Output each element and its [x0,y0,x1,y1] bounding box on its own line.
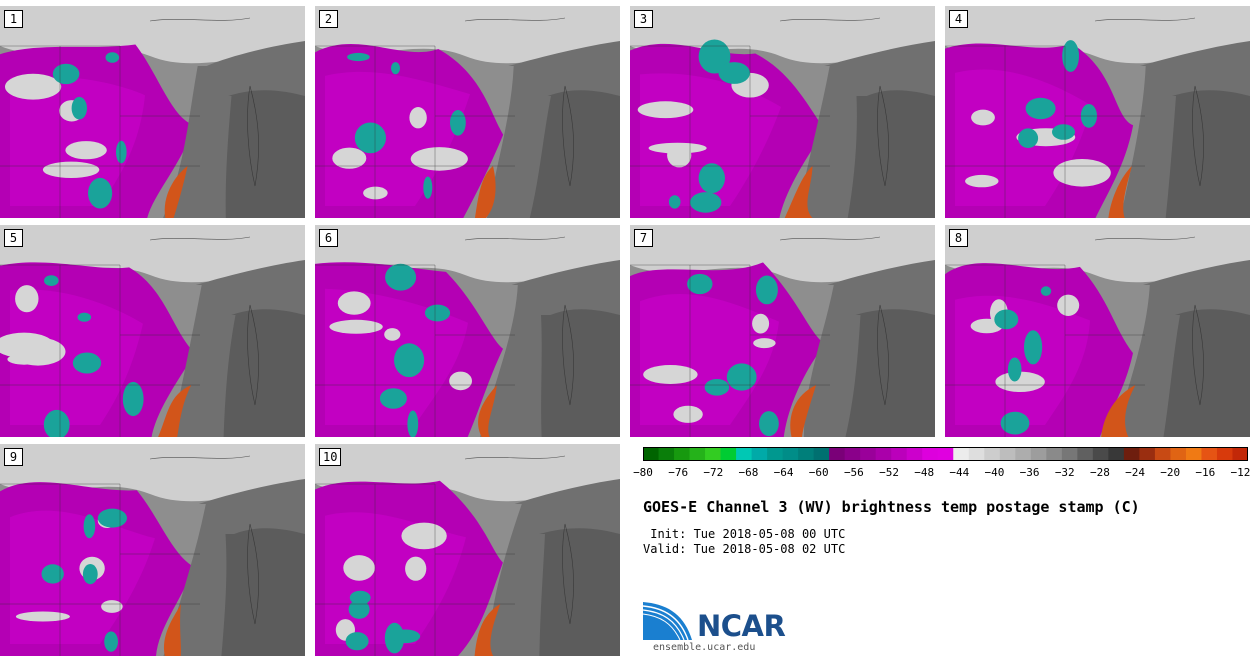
colorbar-swatch [1216,447,1233,461]
stamp-panel-4: 4 [945,6,1250,218]
stamp-number: 10 [319,448,342,466]
colorbar-tick-label: −80 [633,466,653,479]
colorbar-tick-label: −24 [1125,466,1145,479]
colorbar-swatch [875,447,892,461]
colorbar-swatch [906,447,923,461]
colorbar-swatch [1185,447,1202,461]
colorbar-tick-label: −76 [668,466,689,479]
colorbar-swatch [674,447,691,461]
stamp-number: 7 [634,229,653,247]
init-time: Init: Tue 2018-05-08 00 UTC [643,527,846,541]
colorbar-tick-label: −32 [1054,466,1075,479]
wv-brightness-field [315,225,620,437]
colorbar-swatch [1123,447,1140,461]
stamp-panel-7: 7 [630,225,935,437]
colorbar-tick-label: −40 [984,466,1005,479]
colorbar-swatch [705,447,722,461]
colorbar-swatch [999,447,1016,461]
stamp-panel-10: 10 [315,444,620,656]
colorbar-swatch [643,447,660,461]
colorbar-swatch [736,447,753,461]
colorbar-swatch [860,447,877,461]
wv-brightness-field [945,6,1250,218]
colorbar-tick-label: −36 [1019,466,1040,479]
colorbar-swatch [1232,447,1248,461]
stamp-number: 2 [319,10,338,28]
valid-time: Valid: Tue 2018-05-08 02 UTC [643,542,846,556]
colorbar-tick-label: −60 [808,466,829,479]
colorbar-tick-label: −68 [738,466,759,479]
colorbar-tick-label: −48 [914,466,935,479]
stamp-number: 4 [949,10,968,28]
wv-brightness-field [630,225,935,437]
colorbar-tick-label: −16 [1195,466,1216,479]
colorbar-swatch [1139,447,1156,461]
colorbar-swatch [844,447,861,461]
colorbar-swatch [829,447,846,461]
wv-brightness-field [315,6,620,218]
colorbar-swatch [813,447,830,461]
colorbar-swatch [937,447,954,461]
wv-brightness-field [315,444,620,656]
colorbar-tick-label: −12 [1230,466,1251,479]
wv-brightness-field [0,444,305,656]
stamp-number: 6 [319,229,338,247]
colorbar-tick-label: −56 [843,466,864,479]
colorbar-swatch [953,447,970,461]
stamp-number: 5 [4,229,23,247]
colorbar-swatch [1201,447,1218,461]
stamp-panel-6: 6 [315,225,620,437]
colorbar-tick-label: −28 [1089,466,1110,479]
colorbar-swatch [720,447,737,461]
colorbar-swatch [1061,447,1078,461]
colorbar-swatch [1030,447,1047,461]
stamp-number: 1 [4,10,23,28]
colorbar-swatch [922,447,939,461]
stamp-number: 3 [634,10,653,28]
colorbar-tick-label: −52 [879,466,899,479]
stamp-panel-8: 8 [945,225,1250,437]
chart-title: GOES-E Channel 3 (WV) brightness temp po… [643,498,1140,516]
logo-wordmark: NCAR [697,609,786,643]
colorbar-tick-label: −20 [1160,466,1181,479]
wv-brightness-field [630,6,935,218]
colorbar [643,447,1248,461]
colorbar-swatch [658,447,675,461]
colorbar-tick-label: −72 [703,466,724,479]
stamp-panel-2: 2 [315,6,620,218]
colorbar-swatch [1046,447,1063,461]
colorbar-swatch [798,447,815,461]
stamp-panel-5: 5 [0,225,305,437]
wv-brightness-field [0,225,305,437]
stamp-panel-1: 1 [0,6,305,218]
colorbar-swatch [1015,447,1032,461]
colorbar-swatch [891,447,908,461]
colorbar-border [643,447,1248,461]
colorbar-tick-label: −44 [949,466,970,479]
colorbar-swatch [782,447,799,461]
colorbar-swatch [1154,447,1171,461]
colorbar-swatch [1077,447,1094,461]
colorbar-swatch [1170,447,1187,461]
colorbar-swatch [751,447,768,461]
colorbar-swatch [968,447,985,461]
logo-url: ensemble.ucar.edu [653,642,756,653]
colorbar-swatch [984,447,1001,461]
colorbar-swatch [689,447,706,461]
colorbar-tick-label: −64 [773,466,794,479]
wv-brightness-field [945,225,1250,437]
colorbar-swatch [1092,447,1109,461]
stamp-number: 8 [949,229,968,247]
stamp-panel-3: 3 [630,6,935,218]
colorbar-swatch [1108,447,1125,461]
stamp-panel-9: 9 [0,444,305,656]
stamp-number: 9 [4,448,23,466]
wv-brightness-field [0,6,305,218]
ncar-logo [642,602,692,641]
colorbar-swatch [767,447,784,461]
